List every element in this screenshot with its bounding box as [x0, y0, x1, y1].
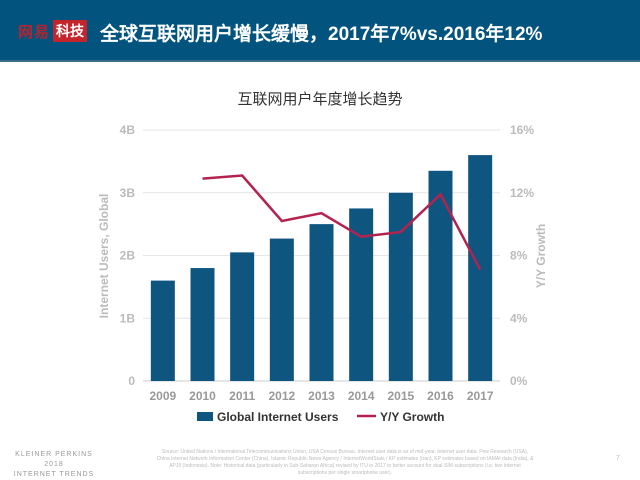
- x-tick-label: 2011: [229, 389, 255, 403]
- legend-line-label: Y/Y Growth: [380, 410, 444, 424]
- y-axis-label: Internet Users, Global: [97, 194, 111, 319]
- bar: [428, 170, 453, 381]
- combo-chart: 互联网用户年度增长趋势 0 0% 1B 4% 2B 8% 3B 12% 4B 16% 2009 201…: [97, 91, 548, 424]
- x-tick-label: 2014: [348, 389, 375, 403]
- footer-brand: KLEINER PERKINS 2018 INTERNET TRENDS: [4, 450, 104, 480]
- brand-line: INTERNET TRENDS: [13, 471, 95, 478]
- y-tick-label: 4B: [120, 123, 136, 137]
- header-bar: 网易 科技 全球互联网用户增长缓慢，2017年7%vs.2016年12%: [0, 0, 640, 62]
- bar: [190, 268, 215, 381]
- legend-bar-swatch: [197, 412, 213, 421]
- source-note: Source: United Nations / International T…: [156, 449, 534, 476]
- bar: [309, 224, 334, 381]
- y-tick-label: 3B: [120, 186, 136, 200]
- brand-line: 2018: [44, 461, 64, 468]
- page-number: 7: [616, 455, 620, 462]
- y-tick-label: 2B: [120, 249, 136, 263]
- x-tick-label: 2017: [467, 389, 494, 403]
- bar: [349, 208, 374, 381]
- y-tick-label: 1B: [120, 311, 136, 325]
- slide-title: 全球互联网用户增长缓慢，2017年7%vs.2016年12%: [100, 24, 543, 45]
- x-tick-label: 2009: [149, 389, 176, 403]
- x-tick-label: 2012: [268, 389, 295, 403]
- legend-bar-label: Global Internet Users: [217, 410, 339, 424]
- x-tick-label: 2010: [189, 389, 216, 403]
- y2-axis-label: Y/Y Growth: [534, 224, 548, 288]
- x-tick-label: 2013: [308, 389, 335, 403]
- y2-tick-label: 0%: [510, 374, 528, 388]
- x-tick-label: 2016: [427, 389, 454, 403]
- y2-tick-label: 16%: [510, 123, 534, 137]
- y2-tick-label: 12%: [510, 186, 534, 200]
- logo-netease: 网易: [18, 24, 51, 41]
- y2-tick-label: 8%: [510, 249, 528, 263]
- x-tick-label: 2015: [387, 389, 414, 403]
- bar: [150, 280, 175, 381]
- y2-tick-label: 4%: [510, 311, 528, 325]
- growth-line: [202, 174, 482, 271]
- y-tick-label: 0: [128, 374, 135, 388]
- bar: [388, 192, 413, 381]
- logo-tech: 科技: [53, 20, 87, 42]
- chart-title: 互联网用户年度增长趋势: [237, 91, 402, 108]
- brand-line: KLEINER PERKINS: [15, 451, 93, 458]
- bar: [230, 252, 255, 381]
- bar: [269, 238, 294, 381]
